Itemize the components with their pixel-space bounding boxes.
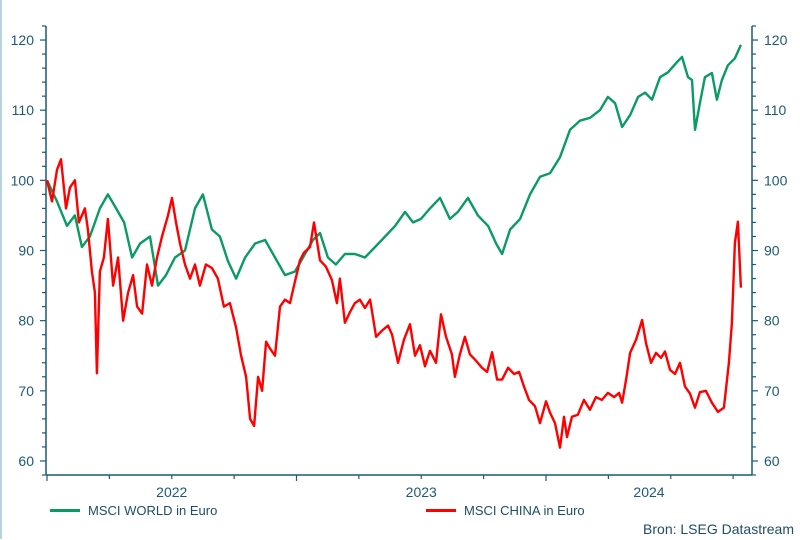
x-tick-label-2023: 2023 (406, 484, 437, 500)
legend-label-china: MSCI CHINA in Euro (464, 503, 585, 518)
y-tick-label-right: 100 (764, 172, 788, 188)
y-tick-label-left: 120 (11, 32, 35, 48)
x-tick-label-2024: 2024 (633, 484, 664, 500)
legend-swatch-world (50, 509, 80, 512)
source-note: Bron: LSEG Datastream (643, 521, 794, 537)
y-tick-label-left: 110 (12, 102, 35, 118)
legend-swatch-china (426, 509, 456, 512)
y-tick-label-left: 70 (18, 383, 34, 399)
y-tick-label-left: 80 (18, 313, 34, 329)
y-tick-label-right: 120 (764, 32, 788, 48)
y-tick-label-left: 100 (11, 172, 35, 188)
y-tick-label-right: 90 (764, 243, 780, 259)
y-tick-label-right: 70 (764, 383, 780, 399)
y-tick-label-right: 110 (764, 102, 787, 118)
y-tick-label-left: 60 (18, 453, 34, 469)
legend-item-world: MSCI WORLD in Euro (50, 503, 217, 518)
x-tick-label-2022: 2022 (156, 484, 187, 500)
series-line-msci-world (45, 44, 742, 287)
series-line-msci-china (45, 158, 743, 449)
legend-label-world: MSCI WORLD in Euro (88, 503, 218, 518)
y-tick-label-left: 90 (18, 243, 34, 259)
legend-item-china: MSCI CHINA in Euro (426, 503, 585, 518)
y-tick-label-right: 80 (764, 313, 780, 329)
y-tick-label-right: 60 (764, 453, 780, 469)
